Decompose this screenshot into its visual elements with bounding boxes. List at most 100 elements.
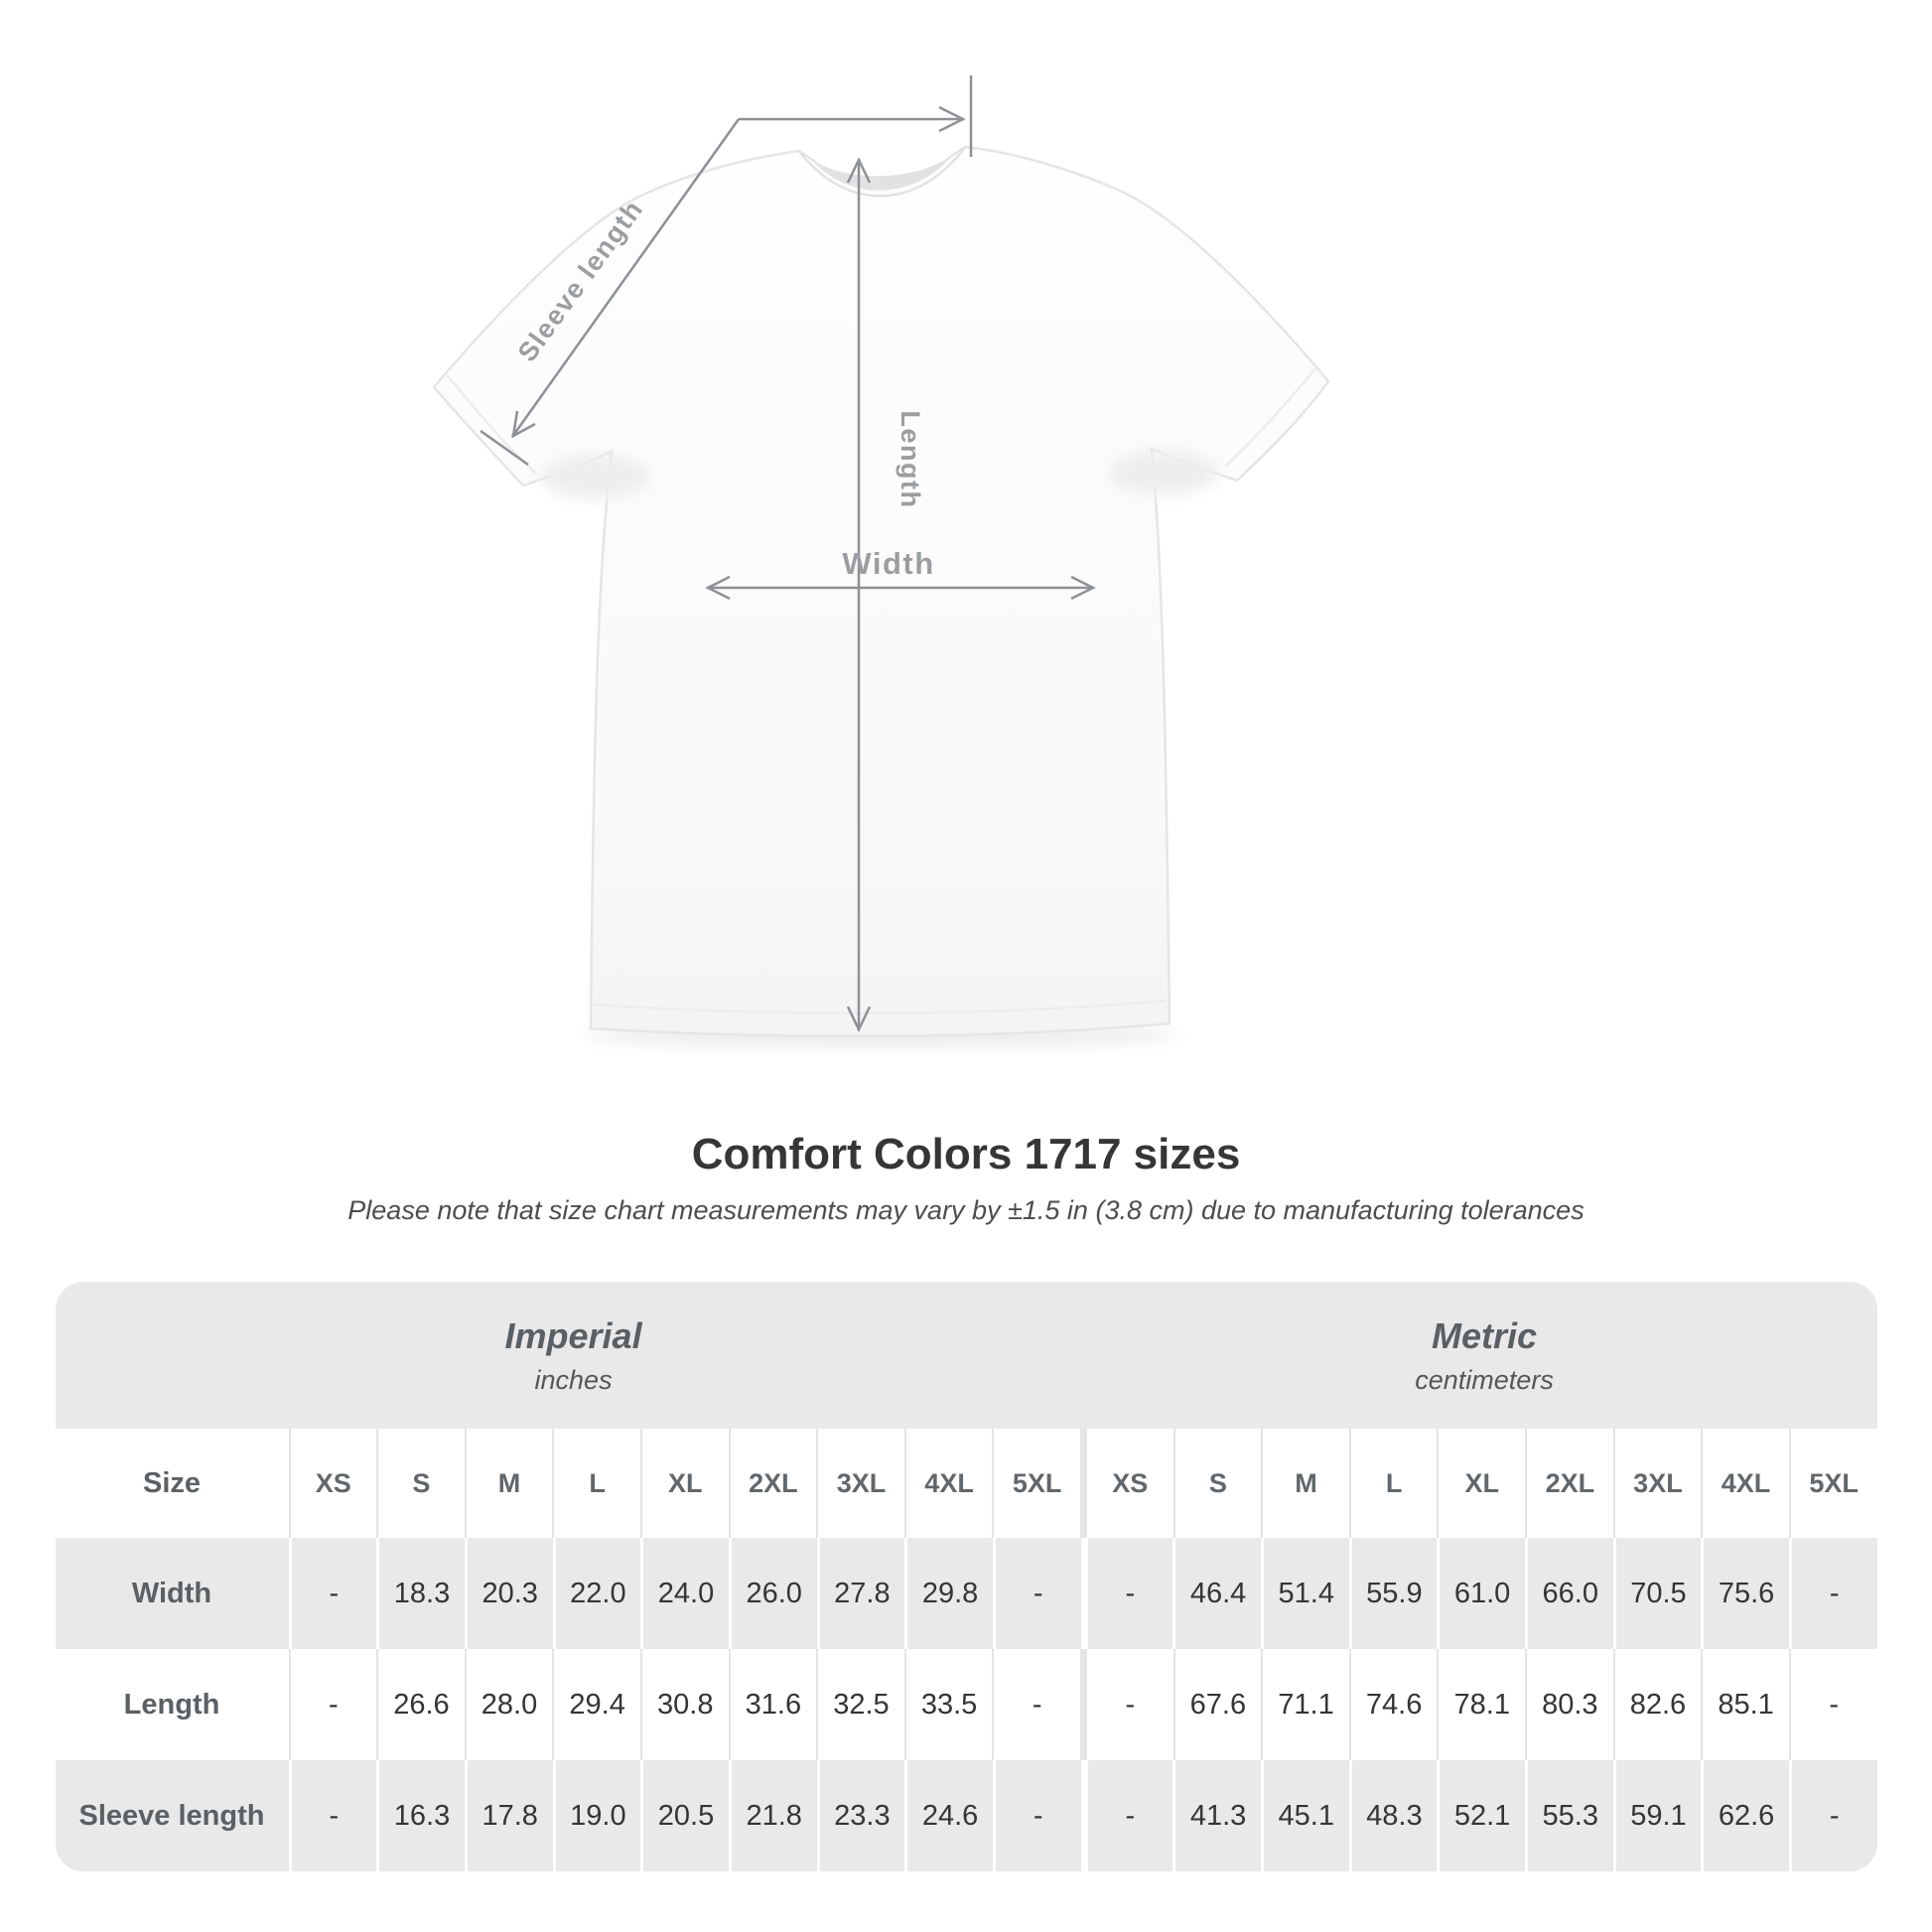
table-cell: 29.8 [904,1538,993,1649]
table-cell: 41.3 [1173,1760,1261,1871]
table-cell: 61.0 [1437,1538,1525,1649]
tshirt-measurement-diagram: Sleeve length Length Width [432,75,1330,1046]
table-cell: 27.8 [816,1538,905,1649]
metric-header: Metric centimeters [1092,1282,1877,1429]
table-cell: - [1788,1649,1877,1760]
size-header-cell: 3XL [1612,1429,1702,1538]
table-cell: - [992,1538,1081,1649]
table-cell: 21.8 [728,1760,817,1871]
sleeve-length-arrowhead-left [511,410,536,439]
unit-header-band: Imperial inches Metric centimeters [55,1282,1877,1429]
size-header-cell: L [552,1429,640,1538]
size-header-cell: 4XL [903,1429,993,1538]
table-cell: - [288,1649,377,1760]
table-cell: 48.3 [1348,1760,1438,1871]
table-cell: 66.0 [1524,1538,1613,1649]
size-header-cell: 4XL [1701,1429,1789,1538]
size-column-header: Size [142,1466,202,1499]
size-header-cell: XL [1437,1429,1525,1538]
table-cell: - [1788,1760,1877,1871]
table-cell: 55.3 [1524,1760,1613,1871]
size-header-cell: XL [639,1429,729,1538]
table-cell: 18.3 [376,1538,465,1649]
table-row-sleeve-length: Sleeve length -16.3 17.8 19.0 20.5 21.8 23.3 2… [55,1760,1877,1871]
sleeve-length-arrowhead-right [938,105,966,133]
table-cell: 20.3 [464,1538,553,1649]
size-header-cell: XS [288,1429,377,1538]
table-cell: 78.1 [1437,1649,1525,1760]
table-cell: 28.0 [464,1649,553,1760]
size-header-cell: 5XL [992,1429,1080,1538]
size-header-cell: 2XL [1525,1429,1613,1538]
right-sleeve-hem-seam [1224,366,1317,468]
page-title: Comfort Colors 1717 sizes [691,1130,1241,1178]
width-label: Width [842,546,934,581]
table-cell: 30.8 [639,1649,729,1760]
table-cell: 33.5 [903,1649,993,1760]
table-row-width: Width -18.3 20.3 22.0 24.0 26.0 27.8 29.8- -46.… [55,1538,1877,1649]
table-cell: 32.5 [816,1649,904,1760]
table-header-row: Size XS S M L XL 2XL 3XL 4XL 5XL XS S M L XL 2XL 3XL 4XL… [55,1429,1877,1538]
table-row-length: Length -26.6 28.0 29.4 30.8 31.6 32.5 33.5- -67… [55,1649,1877,1760]
table-cell: 23.3 [816,1760,905,1871]
imperial-title: Imperial [504,1314,642,1356]
row-label: Length [123,1688,220,1721]
sleeve-length-line-diagonal [510,118,741,438]
size-header-cell: XS [1079,1429,1173,1538]
table-cell: 75.6 [1701,1538,1789,1649]
size-header-cell: M [1261,1429,1349,1538]
table-cell: 45.1 [1260,1760,1349,1871]
table-cell: - [288,1538,377,1649]
table-cell: 80.3 [1525,1649,1613,1760]
imperial-header: Imperial inches [56,1282,1092,1429]
size-header-cell: S [376,1429,465,1538]
table-cell: 24.6 [904,1760,993,1871]
right-underarm-shade [1109,451,1218,494]
size-header-cell: M [464,1429,553,1538]
table-cell: 59.1 [1612,1760,1702,1871]
table-cell: - [992,1649,1080,1760]
left-underarm-shade [541,455,650,498]
table-cell: - [1788,1538,1877,1649]
table-cell: 22.0 [552,1538,641,1649]
table-cell: 20.5 [640,1760,729,1871]
table-cell: 51.4 [1260,1538,1349,1649]
table-cell: 55.9 [1348,1538,1438,1649]
table-cell: - [992,1760,1081,1871]
row-label: Width [131,1577,212,1609]
size-header-cell: S [1173,1429,1262,1538]
width-arrowhead-left [705,575,731,601]
table-cell: 26.0 [728,1538,817,1649]
bottom-hem-seam [594,999,1167,1015]
size-header-cell: 2XL [728,1429,817,1538]
table-cell: 16.3 [376,1760,465,1871]
table-cell: - [288,1760,377,1871]
tolerance-note: Please note that size chart measurements… [347,1195,1585,1225]
table-cell: 26.6 [376,1649,465,1760]
measurement-arrows [480,75,1096,1033]
table-cell: 71.1 [1261,1649,1349,1760]
table-cell: 82.6 [1612,1649,1702,1760]
imperial-unit: inches [534,1364,613,1395]
table-cell: - [1079,1649,1173,1760]
table-cell: 74.6 [1348,1649,1438,1760]
metric-unit: centimeters [1415,1364,1554,1395]
length-arrowhead-top [846,157,872,184]
length-label: Length [896,411,925,509]
table-cell: 31.6 [728,1649,817,1760]
width-arrowhead-right [1070,575,1096,601]
tshirt-diagram-svg: Sleeve length Length Width [432,75,1330,1046]
size-header-cell: L [1348,1429,1438,1538]
table-cell: 19.0 [552,1760,641,1871]
table-cell: 62.6 [1701,1760,1789,1871]
metric-title: Metric [1432,1314,1538,1356]
tshirt-body [432,145,1330,1037]
size-header-cell: 5XL [1788,1429,1877,1538]
sleeve-end-tick [480,429,529,467]
size-header-cell: 3XL [816,1429,904,1538]
table-cell: - [1080,1538,1173,1649]
table-cell: 85.1 [1701,1649,1789,1760]
table-cell: 29.4 [552,1649,640,1760]
table-cell: - [1080,1760,1173,1871]
